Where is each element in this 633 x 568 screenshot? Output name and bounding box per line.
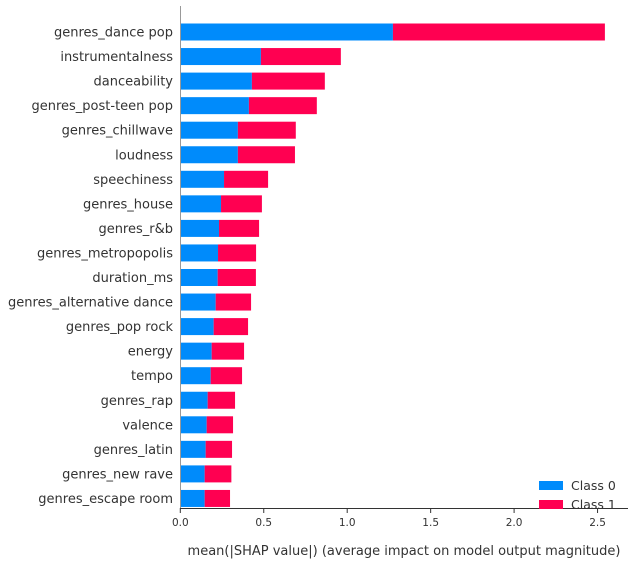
feature-label: genres_rap — [101, 394, 173, 409]
x-tick-label: 2.5 — [589, 517, 606, 529]
bar-class0 — [180, 48, 261, 66]
x-tick-label: 1.0 — [339, 517, 356, 529]
bar-class1 — [248, 97, 317, 115]
bar-class1 — [221, 195, 262, 213]
feature-label: genres_latin — [94, 443, 173, 458]
bar-class0 — [180, 465, 205, 483]
bar-class1 — [205, 440, 233, 458]
bar-class0 — [180, 23, 393, 41]
bar-class0 — [180, 121, 238, 139]
feature-label: instrumentalness — [60, 50, 173, 65]
bar-class1 — [218, 244, 257, 262]
bar-class0 — [180, 244, 219, 262]
bar-class0 — [180, 72, 252, 90]
legend-swatch — [539, 481, 563, 490]
bar-class1 — [213, 318, 249, 336]
bar-class1 — [204, 489, 231, 507]
feature-label: genres_pop rock — [66, 320, 174, 335]
bar-class1 — [260, 48, 341, 66]
bar-class0 — [180, 489, 205, 507]
legend: Class 0 Class 1 — [539, 478, 616, 512]
bar-class1 — [237, 121, 296, 139]
bars-group — [180, 23, 605, 507]
bar-class0 — [180, 293, 216, 311]
x-tick-label: 2.0 — [506, 517, 523, 529]
feature-label: duration_ms — [92, 271, 173, 286]
bar-class1 — [219, 219, 260, 237]
bar-class0 — [180, 170, 225, 188]
feature-label: genres_r&b — [98, 222, 173, 237]
bar-class1 — [224, 170, 269, 188]
feature-labels: genres_dance pop instrumentalness danceabi… — [8, 26, 173, 507]
x-tick-label: 1.5 — [422, 517, 439, 529]
bar-class0 — [180, 367, 211, 385]
legend-swatch — [539, 500, 563, 509]
bar-class1 — [207, 391, 236, 409]
bar-class0 — [180, 440, 206, 458]
bar-class1 — [392, 23, 605, 41]
bar-class1 — [251, 72, 325, 90]
feature-label: energy — [128, 345, 174, 360]
feature-label: danceability — [94, 75, 174, 90]
bar-class0 — [180, 195, 222, 213]
x-tick-label: 0.0 — [172, 517, 189, 529]
feature-label: genres_house — [83, 197, 173, 212]
x-ticks: 0.0 0.5 1.0 1.5 2.0 2.5 — [172, 508, 606, 529]
feature-label: genres_alternative dance — [8, 296, 173, 311]
legend-label: Class 0 — [571, 478, 616, 493]
bar-class1 — [210, 367, 243, 385]
feature-label: genres_dance pop — [54, 26, 173, 41]
feature-label: valence — [122, 418, 173, 433]
legend-label: Class 1 — [571, 497, 616, 512]
bar-class0 — [180, 342, 212, 360]
feature-label: genres_escape room — [38, 492, 173, 507]
x-axis-label: mean(|SHAP value|) (average impact on mo… — [188, 544, 621, 559]
bar-class0 — [180, 219, 220, 237]
bar-class0 — [180, 391, 208, 409]
feature-label: genres_metropopolis — [37, 246, 173, 261]
bar-class1 — [211, 342, 245, 360]
bar-class0 — [180, 269, 218, 286]
x-tick-label: 0.5 — [255, 517, 272, 529]
bar-class0 — [180, 416, 207, 434]
feature-label: genres_chillwave — [62, 124, 173, 139]
bar-class1 — [204, 465, 232, 483]
feature-label: speechiness — [93, 173, 173, 188]
bar-class1 — [217, 269, 256, 286]
bar-class0 — [180, 97, 249, 115]
feature-label: genres_new rave — [62, 467, 173, 482]
bar-class1 — [215, 293, 252, 311]
feature-label: genres_post-teen pop — [31, 99, 173, 114]
feature-label: tempo — [131, 369, 173, 384]
bar-class0 — [180, 318, 214, 336]
bar-class0 — [180, 146, 238, 164]
bar-class1 — [206, 416, 234, 434]
bar-class1 — [237, 146, 295, 164]
feature-label: loudness — [115, 148, 173, 163]
